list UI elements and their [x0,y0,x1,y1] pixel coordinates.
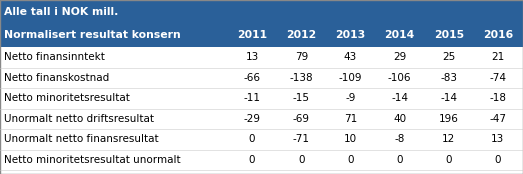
Text: -66: -66 [244,73,260,83]
Text: 29: 29 [393,52,406,62]
Bar [0,0,523,23]
Text: Alle tall i NOK mill.: Alle tall i NOK mill. [4,7,119,17]
Bar [0,150,523,170]
Text: 13: 13 [491,134,505,144]
Bar [0,47,523,68]
Text: 2016: 2016 [483,30,513,40]
Text: 2013: 2013 [335,30,366,40]
Text: -18: -18 [490,93,506,103]
Text: 2011: 2011 [237,30,267,40]
Text: Netto finansinntekt: Netto finansinntekt [4,52,105,62]
Text: 43: 43 [344,52,357,62]
Text: 0: 0 [249,134,255,144]
Text: -15: -15 [293,93,310,103]
Text: 196: 196 [439,114,459,124]
Text: 2015: 2015 [434,30,464,40]
Text: Netto finanskostnad: Netto finanskostnad [4,73,109,83]
Bar [0,109,523,129]
Text: 0: 0 [396,155,403,165]
Text: 2012: 2012 [286,30,316,40]
Text: 13: 13 [245,52,259,62]
Text: -29: -29 [244,114,260,124]
Text: 71: 71 [344,114,357,124]
Text: Netto minoritetsresultat: Netto minoritetsresultat [4,93,130,103]
Text: -69: -69 [293,114,310,124]
Text: 0: 0 [249,155,255,165]
Text: -8: -8 [394,134,405,144]
Text: 0: 0 [446,155,452,165]
Bar [0,23,523,47]
Text: 79: 79 [294,52,308,62]
Text: Netto minoritetsresultat unormalt: Netto minoritetsresultat unormalt [4,155,181,165]
Text: -11: -11 [244,93,260,103]
Bar [0,129,523,150]
Text: 40: 40 [393,114,406,124]
Bar [0,68,523,88]
Text: 12: 12 [442,134,456,144]
Text: -14: -14 [391,93,408,103]
Text: Normalisert resultat konsern: Normalisert resultat konsern [4,30,181,40]
Text: 21: 21 [491,52,505,62]
Text: 25: 25 [442,52,456,62]
Text: Unormalt netto finansresultat: Unormalt netto finansresultat [4,134,159,144]
Text: 2014: 2014 [384,30,415,40]
Text: Unormalt netto driftsresultat: Unormalt netto driftsresultat [4,114,154,124]
Text: -83: -83 [440,73,457,83]
Text: -109: -109 [339,73,362,83]
Text: -9: -9 [345,93,356,103]
Bar [0,88,523,109]
Text: -106: -106 [388,73,411,83]
Text: -138: -138 [289,73,313,83]
Text: -14: -14 [440,93,457,103]
Text: 0: 0 [347,155,354,165]
Text: -47: -47 [490,114,506,124]
Text: -71: -71 [293,134,310,144]
Text: 0: 0 [495,155,501,165]
Text: 10: 10 [344,134,357,144]
Text: 0: 0 [298,155,304,165]
Text: -74: -74 [490,73,506,83]
